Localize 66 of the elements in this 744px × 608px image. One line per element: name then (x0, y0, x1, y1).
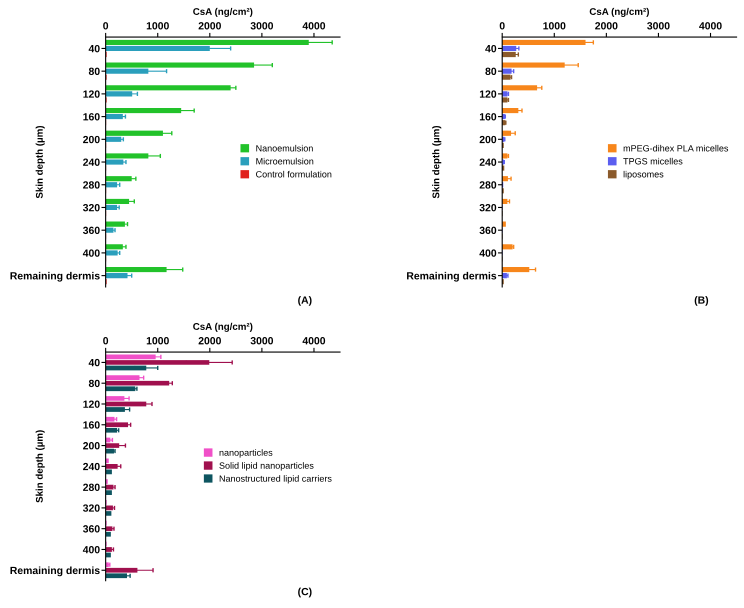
legend-label: liposomes (624, 170, 664, 180)
x-tick-label: 1000 (146, 22, 169, 30)
y-tick-label: 240 (83, 462, 100, 470)
y-tick-label: 360 (82, 525, 100, 533)
y-tick-label: 360 (480, 226, 496, 234)
y-tick-label: 280 (480, 181, 496, 189)
y-tick-label: 320 (82, 504, 100, 512)
x-tick-label: 0 (500, 22, 505, 30)
y-tick-label: Remaining dermis (10, 272, 100, 282)
y-tick-label: 40 (485, 44, 496, 52)
x-tick-label: 2000 (198, 337, 221, 344)
legend-label: Nanostructured lipid carriers (220, 475, 332, 484)
y-tick-label: 80 (88, 380, 100, 388)
y-tick-label: 40 (88, 44, 100, 52)
y-tick-label: Remaining dermis (407, 272, 496, 282)
y-tick-label: 320 (82, 204, 100, 212)
y-tick-label: 360 (82, 226, 100, 234)
y-tick-label: Remaining dermis (10, 566, 100, 576)
y-tick-label: 40 (88, 358, 100, 366)
y-tick-label: 240 (83, 158, 100, 166)
x-tick-label: 3000 (250, 337, 274, 344)
x-axis-title: CsA (ng/cm²) (193, 322, 252, 332)
legend-label: Control formulation (256, 170, 332, 178)
x-tick-label: 2000 (198, 22, 221, 30)
y-tick-label: 120 (83, 90, 100, 98)
y-tick-label: 160 (83, 113, 100, 120)
legend-label: Microemulsion (256, 158, 314, 164)
y-tick-label: 400 (82, 249, 100, 257)
y-tick-label: 240 (480, 158, 496, 166)
x-tick-label: 4000 (699, 22, 722, 30)
x-axis-title: CsA (ng/cm²) (193, 8, 252, 17)
x-tick-label: 0 (103, 337, 108, 344)
y-tick-label: 200 (480, 136, 496, 144)
y-tick-label: 200 (83, 442, 100, 450)
y-tick-label: 200 (83, 136, 100, 144)
y-tick-label: 80 (485, 68, 496, 76)
x-tick-label: 1000 (543, 22, 566, 30)
y-axis-title: Skin depth (µm) (432, 126, 442, 198)
legend-label: mPEG-dihex PLA micelles (624, 144, 728, 152)
y-tick-label: 160 (480, 113, 496, 120)
text: (C) (298, 588, 312, 598)
y-axis-title: Skin depth (µm) (36, 126, 45, 198)
y-tick-label: 80 (88, 68, 100, 76)
y-axis-title: Skin depth (µm) (36, 430, 45, 503)
legend-label: nanoparticles (220, 449, 272, 458)
y-tick-label: 400 (82, 546, 100, 554)
x-tick-label: 1000 (146, 337, 169, 344)
x-tick-label: 3000 (250, 22, 274, 30)
x-tick-label: 4000 (302, 337, 326, 344)
legend-label: TPGS micelles (623, 158, 682, 164)
text: (A) (298, 296, 312, 306)
x-tick-label: 3000 (647, 22, 670, 30)
y-tick-label: 320 (480, 204, 496, 212)
legend-label: Nanoemulsion (256, 144, 313, 152)
x-tick-label: 2000 (595, 22, 618, 30)
y-tick-label: 400 (479, 249, 496, 257)
text: (B) (694, 296, 708, 306)
y-tick-label: 120 (83, 400, 100, 408)
x-tick-label: 0 (103, 22, 108, 30)
legend-label: Solid lipid nanoparticles (219, 462, 314, 471)
y-tick-label: 280 (83, 484, 100, 491)
x-axis-title: CsA (ng/cm²) (590, 8, 649, 17)
y-tick-label: 120 (480, 90, 496, 98)
x-tick-label: 4000 (302, 22, 326, 30)
y-tick-label: 280 (83, 181, 100, 189)
y-tick-label: 160 (83, 421, 100, 429)
